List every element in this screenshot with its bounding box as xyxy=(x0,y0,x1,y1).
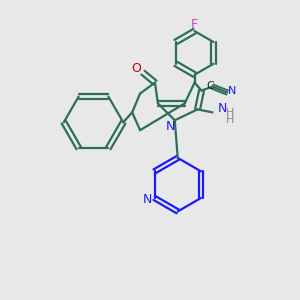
Text: C: C xyxy=(207,81,214,91)
Text: N: N xyxy=(228,85,236,96)
Text: H: H xyxy=(226,115,234,125)
Text: F: F xyxy=(191,18,198,31)
Text: N: N xyxy=(166,120,176,133)
Text: H: H xyxy=(226,108,234,118)
Text: N: N xyxy=(218,102,227,115)
Text: O: O xyxy=(131,62,141,75)
Text: N: N xyxy=(143,193,152,206)
